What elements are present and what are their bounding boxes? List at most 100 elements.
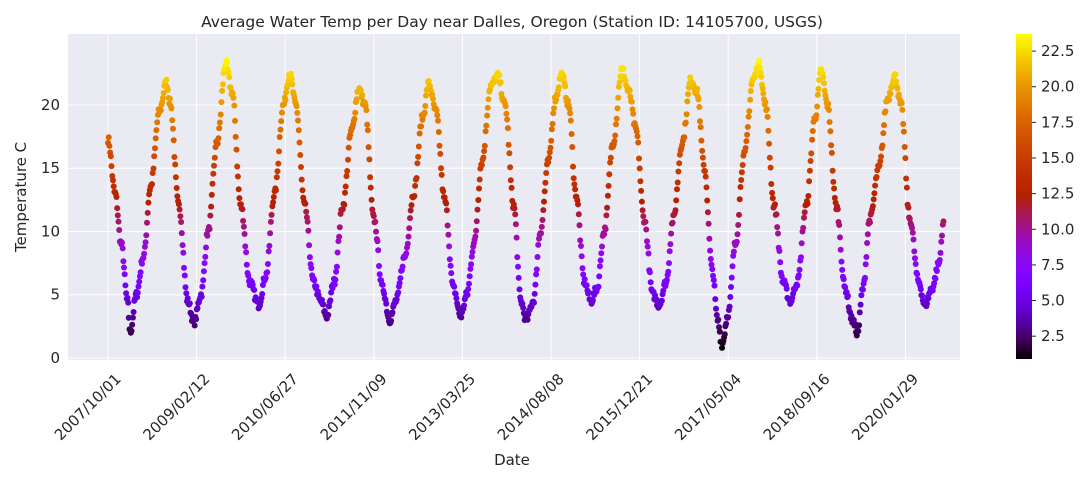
- data-point: [774, 224, 781, 231]
- data-point: [333, 263, 340, 270]
- data-point: [825, 100, 832, 107]
- data-point: [273, 187, 279, 194]
- data-point: [737, 184, 744, 190]
- data-point: [240, 223, 247, 230]
- data-point: [311, 277, 318, 284]
- data-point: [178, 219, 185, 225]
- data-point: [438, 171, 445, 178]
- data-point: [637, 178, 644, 185]
- data-point: [694, 85, 701, 92]
- colorbar-tick-label: 15.0: [1041, 149, 1074, 167]
- data-point: [270, 194, 277, 200]
- data-point: [828, 142, 835, 149]
- data-point: [383, 300, 390, 307]
- data-point: [767, 164, 774, 171]
- data-point: [842, 284, 849, 291]
- data-point: [407, 215, 413, 222]
- data-point: [234, 163, 241, 170]
- data-point: [639, 207, 646, 214]
- data-point: [467, 265, 474, 272]
- data-point: [245, 272, 252, 279]
- data-point: [538, 230, 545, 237]
- data-point: [446, 256, 453, 263]
- data-point: [712, 296, 719, 303]
- data-point: [149, 170, 156, 176]
- data-point: [511, 205, 518, 212]
- data-point: [864, 240, 871, 246]
- data-point: [502, 103, 509, 110]
- data-point: [372, 218, 379, 225]
- data-point: [572, 186, 579, 193]
- data-point: [716, 324, 722, 331]
- data-point: [395, 289, 402, 296]
- x-tick-label: 2011/11/09: [317, 370, 391, 444]
- data-point: [403, 250, 410, 257]
- data-point: [859, 286, 866, 293]
- data-point: [176, 206, 183, 213]
- data-point: [766, 140, 773, 147]
- data-point: [233, 146, 240, 153]
- data-point: [715, 316, 722, 323]
- data-point: [665, 268, 672, 275]
- data-point: [746, 108, 753, 115]
- data-point: [756, 64, 763, 71]
- data-point: [143, 232, 150, 239]
- data-point: [719, 344, 725, 351]
- data-point: [834, 206, 841, 213]
- colorbar-tick-label: 22.5: [1041, 42, 1074, 60]
- data-point: [705, 220, 712, 227]
- data-point: [901, 144, 908, 150]
- data-point: [150, 165, 157, 172]
- data-point: [704, 197, 711, 204]
- data-point: [666, 260, 672, 267]
- data-point: [433, 107, 440, 114]
- data-point: [181, 264, 187, 271]
- data-point: [672, 207, 679, 214]
- data-point: [729, 263, 736, 270]
- data-point: [604, 204, 611, 211]
- data-point: [939, 232, 945, 239]
- data-point: [411, 193, 418, 199]
- data-point: [232, 133, 239, 140]
- data-point: [570, 175, 577, 182]
- x-tick-label: 2020/01/29: [848, 370, 922, 444]
- data-point: [699, 154, 706, 161]
- data-point: [903, 184, 910, 191]
- data-point: [798, 240, 805, 247]
- data-point: [763, 106, 770, 113]
- data-point: [224, 59, 231, 66]
- data-point: [474, 206, 481, 213]
- data-point: [107, 153, 114, 160]
- data-point: [543, 170, 550, 176]
- data-point: [302, 200, 309, 207]
- data-point: [154, 119, 161, 126]
- data-point: [210, 170, 217, 177]
- data-point: [405, 233, 412, 240]
- data-point: [251, 287, 258, 293]
- data-point: [589, 297, 596, 304]
- data-point: [276, 148, 282, 155]
- data-point: [683, 111, 690, 118]
- data-point: [902, 155, 909, 162]
- data-point: [713, 305, 719, 312]
- data-point: [336, 233, 343, 240]
- data-point: [179, 242, 186, 249]
- data-point: [607, 159, 614, 166]
- data-point: [578, 253, 585, 260]
- data-point: [108, 163, 115, 170]
- data-point: [308, 265, 315, 272]
- plot-area: [68, 34, 960, 360]
- data-point: [183, 290, 190, 297]
- data-point: [119, 239, 125, 246]
- data-point: [376, 271, 383, 278]
- x-tick-label: 2014/08/08: [494, 370, 568, 444]
- data-point: [262, 275, 269, 281]
- data-point: [696, 104, 703, 110]
- data-point: [278, 118, 285, 125]
- x-axis-ticks: 2007/10/01 2009/02/12 2010/06/27 2011/11/09…: [51, 370, 922, 444]
- data-point: [595, 283, 602, 290]
- data-point: [541, 198, 547, 205]
- data-point: [139, 260, 145, 267]
- data-point: [226, 74, 233, 81]
- data-point: [313, 283, 320, 290]
